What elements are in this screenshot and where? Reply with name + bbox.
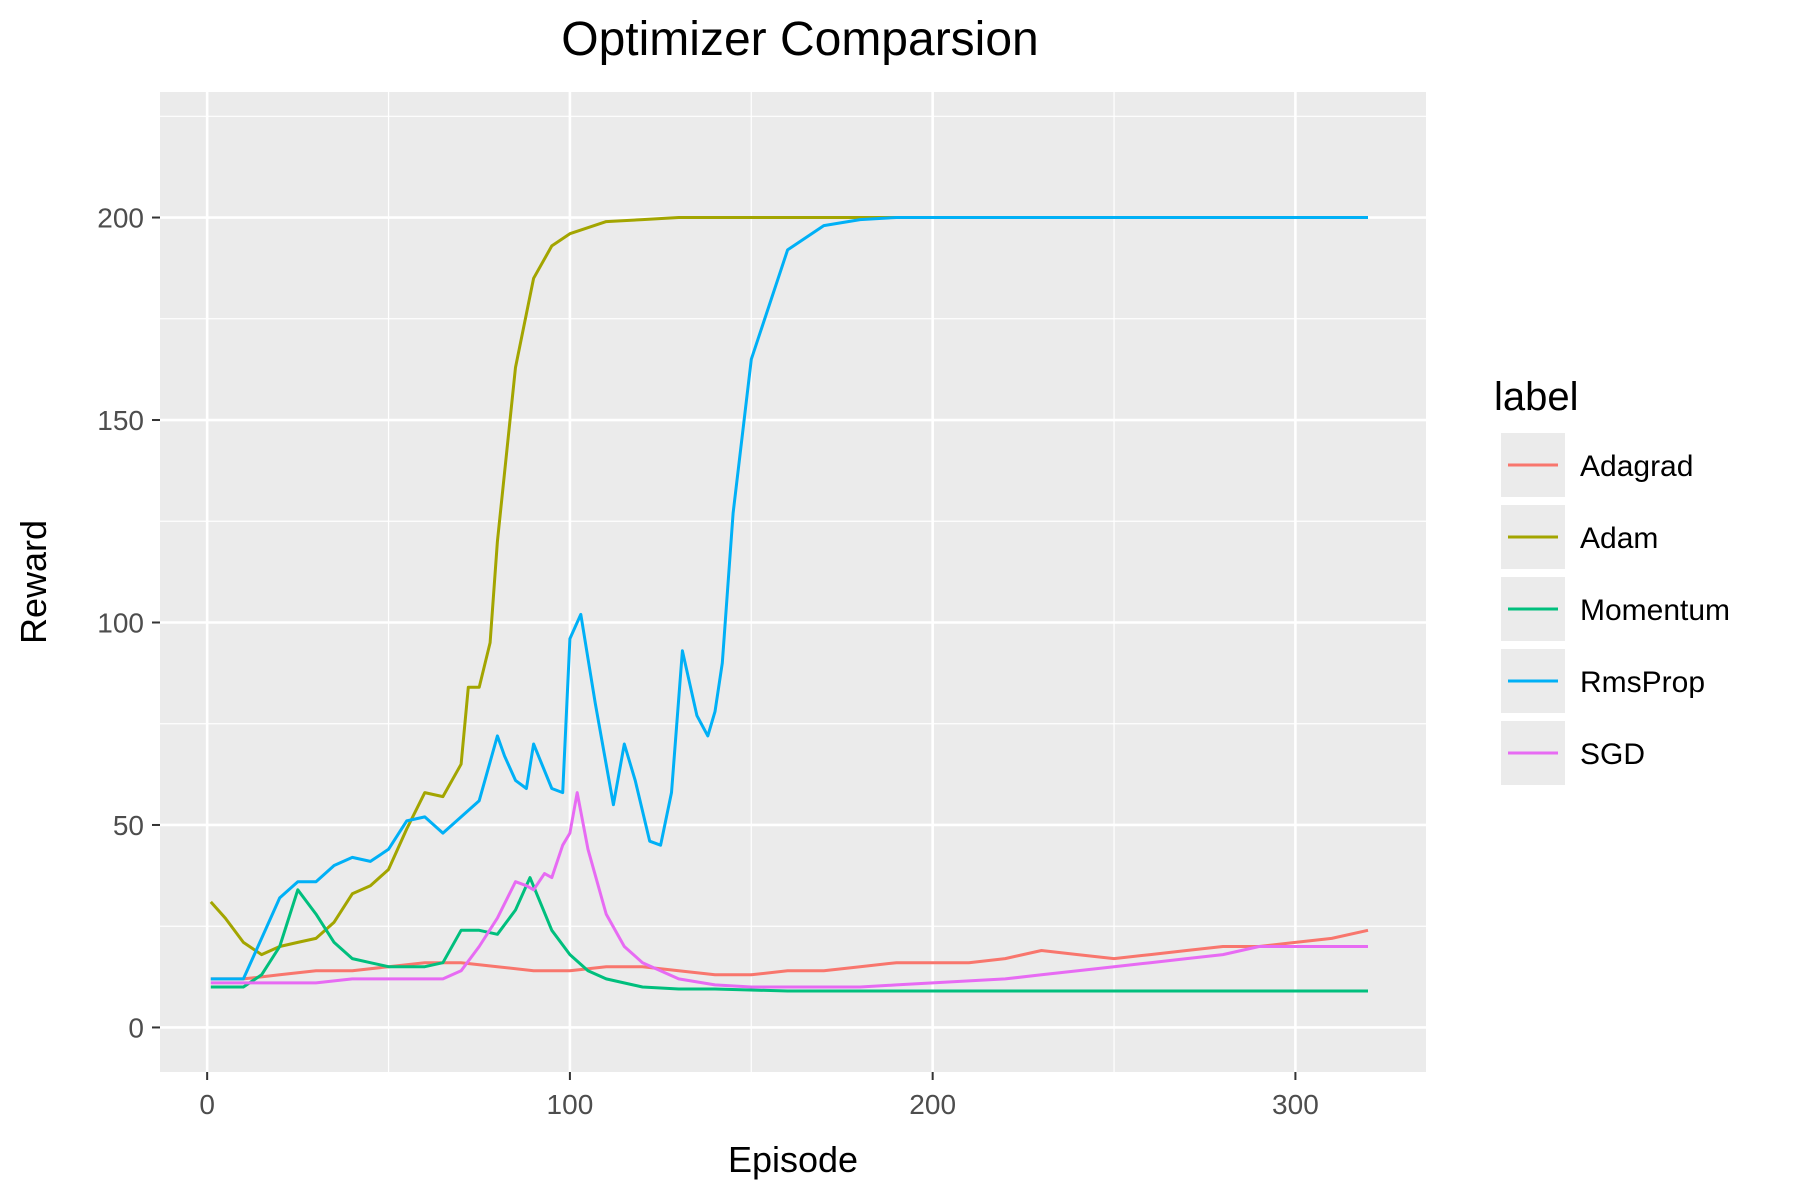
- legend-label: Momentum: [1580, 594, 1730, 627]
- y-tick-label: 200: [97, 203, 144, 234]
- series-line-sgd: [210, 791, 1368, 989]
- x-tick-label: 300: [1272, 1089, 1319, 1120]
- plot-panel: [160, 92, 1426, 1072]
- legend-label: SGD: [1580, 738, 1645, 771]
- legend-title: label: [1494, 375, 1579, 419]
- chart-title: Optimizer Comparsion: [561, 13, 1039, 66]
- y-tick-label: 150: [97, 405, 144, 436]
- series-line-momentum: [210, 876, 1368, 993]
- legend-label: Adam: [1580, 522, 1658, 555]
- y-tick-label: 0: [128, 1012, 144, 1043]
- y-axis-title: Reward: [13, 520, 54, 644]
- y-tick-label: 100: [97, 607, 144, 638]
- legend-label: Adagrad: [1580, 450, 1693, 483]
- x-tick-label: 100: [547, 1089, 594, 1120]
- y-tick-label: 50: [113, 810, 144, 841]
- series-line-rmsprop: [210, 216, 1368, 981]
- series-line-adam: [209, 216, 1368, 957]
- x-axis-title: Episode: [728, 1139, 858, 1180]
- x-tick-label: 200: [909, 1089, 956, 1120]
- x-tick-label: 0: [199, 1089, 215, 1120]
- legend-label: RmsProp: [1580, 666, 1705, 699]
